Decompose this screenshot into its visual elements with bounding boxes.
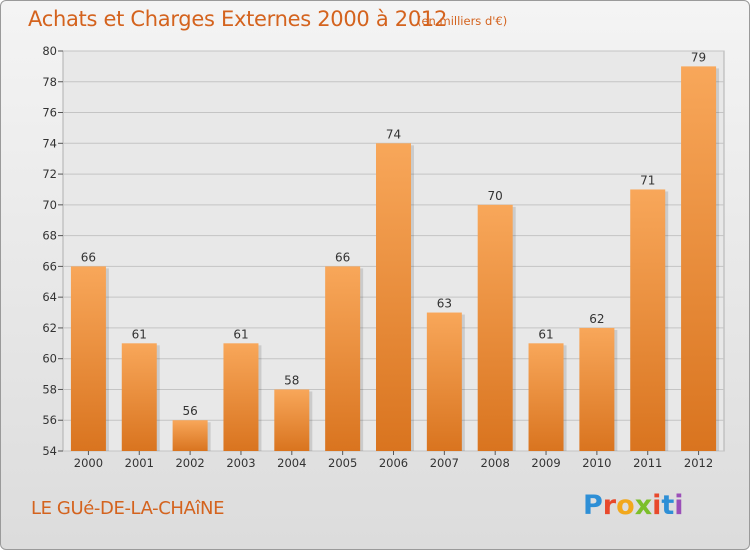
x-tick-label: 2012: [684, 456, 713, 470]
value-label: 71: [640, 173, 655, 187]
bar-2011[interactable]: [630, 189, 666, 451]
proxiti-logo[interactable]: Proxiti: [583, 490, 684, 521]
value-label: 61: [538, 327, 553, 341]
y-tick-label: 72: [42, 167, 57, 181]
bar-2003[interactable]: [223, 343, 259, 451]
x-tick-label: 2008: [481, 456, 510, 470]
logo-letter: o: [616, 490, 635, 521]
bar-2007[interactable]: [426, 312, 462, 451]
x-tick-label: 2009: [531, 456, 560, 470]
value-label: 58: [284, 373, 299, 387]
y-tick-label: 76: [42, 106, 57, 120]
x-tick-label: 2011: [633, 456, 662, 470]
value-label: 66: [335, 250, 350, 264]
bar-2012[interactable]: [681, 66, 717, 451]
value-label: 79: [691, 50, 706, 64]
value-label: 70: [488, 189, 503, 203]
bar-2010[interactable]: [579, 327, 615, 451]
y-tick-label: 68: [42, 229, 57, 243]
y-tick-label: 54: [42, 444, 57, 458]
y-tick-label: 64: [42, 290, 57, 304]
y-tick-label: 74: [42, 136, 57, 150]
x-tick-label: 2006: [379, 456, 408, 470]
bar-2001[interactable]: [121, 343, 157, 451]
x-tick-label: 2003: [226, 456, 255, 470]
y-tick-label: 66: [42, 259, 57, 273]
value-label: 74: [386, 127, 401, 141]
value-label: 61: [132, 327, 147, 341]
x-tick-label: 2002: [175, 456, 204, 470]
y-tick-label: 62: [42, 321, 57, 335]
y-tick-label: 78: [42, 75, 57, 89]
y-tick-label: 56: [42, 413, 57, 427]
bar-2002[interactable]: [172, 420, 208, 451]
logo-letter: r: [602, 490, 617, 521]
y-tick-label: 60: [42, 352, 57, 366]
value-label: 61: [233, 327, 248, 341]
y-tick-label: 58: [42, 382, 57, 396]
bar-2008[interactable]: [477, 204, 513, 451]
x-tick-label: 2001: [125, 456, 154, 470]
bar-2000[interactable]: [70, 266, 106, 451]
bar-2004[interactable]: [274, 389, 310, 451]
value-label: 66: [81, 250, 96, 264]
chart-subtitle: (en milliers d'€): [417, 14, 508, 28]
logo-letter: x: [634, 490, 653, 521]
bar-chart: 54 56 58 60 62 64 66 68 70 72 74 76 78 80 2000 2001 200…: [42, 44, 725, 470]
logo-letter: i: [652, 490, 662, 521]
x-tick-label: 2005: [328, 456, 357, 470]
y-tick-label: 80: [42, 44, 57, 58]
logo-letter: P: [583, 490, 603, 521]
logo-letter: i: [674, 490, 684, 521]
chart-title: Achats et Charges Externes 2000 à 2012: [28, 7, 448, 31]
x-tick-label: 2000: [74, 456, 103, 470]
value-label: 62: [589, 312, 604, 326]
x-tick-label: 2007: [430, 456, 459, 470]
bar-2005[interactable]: [325, 266, 361, 451]
x-tick-label: 2010: [582, 456, 611, 470]
x-tick-label: 2004: [277, 456, 306, 470]
value-label: 56: [182, 404, 197, 418]
logo-letter: t: [661, 490, 675, 521]
y-tick-label: 70: [42, 198, 57, 212]
value-label: 63: [437, 297, 452, 311]
bar-2009[interactable]: [528, 343, 564, 451]
town-name: LE GUé-DE-LA-CHAîNE: [31, 498, 225, 519]
bar-2006[interactable]: [376, 143, 411, 452]
